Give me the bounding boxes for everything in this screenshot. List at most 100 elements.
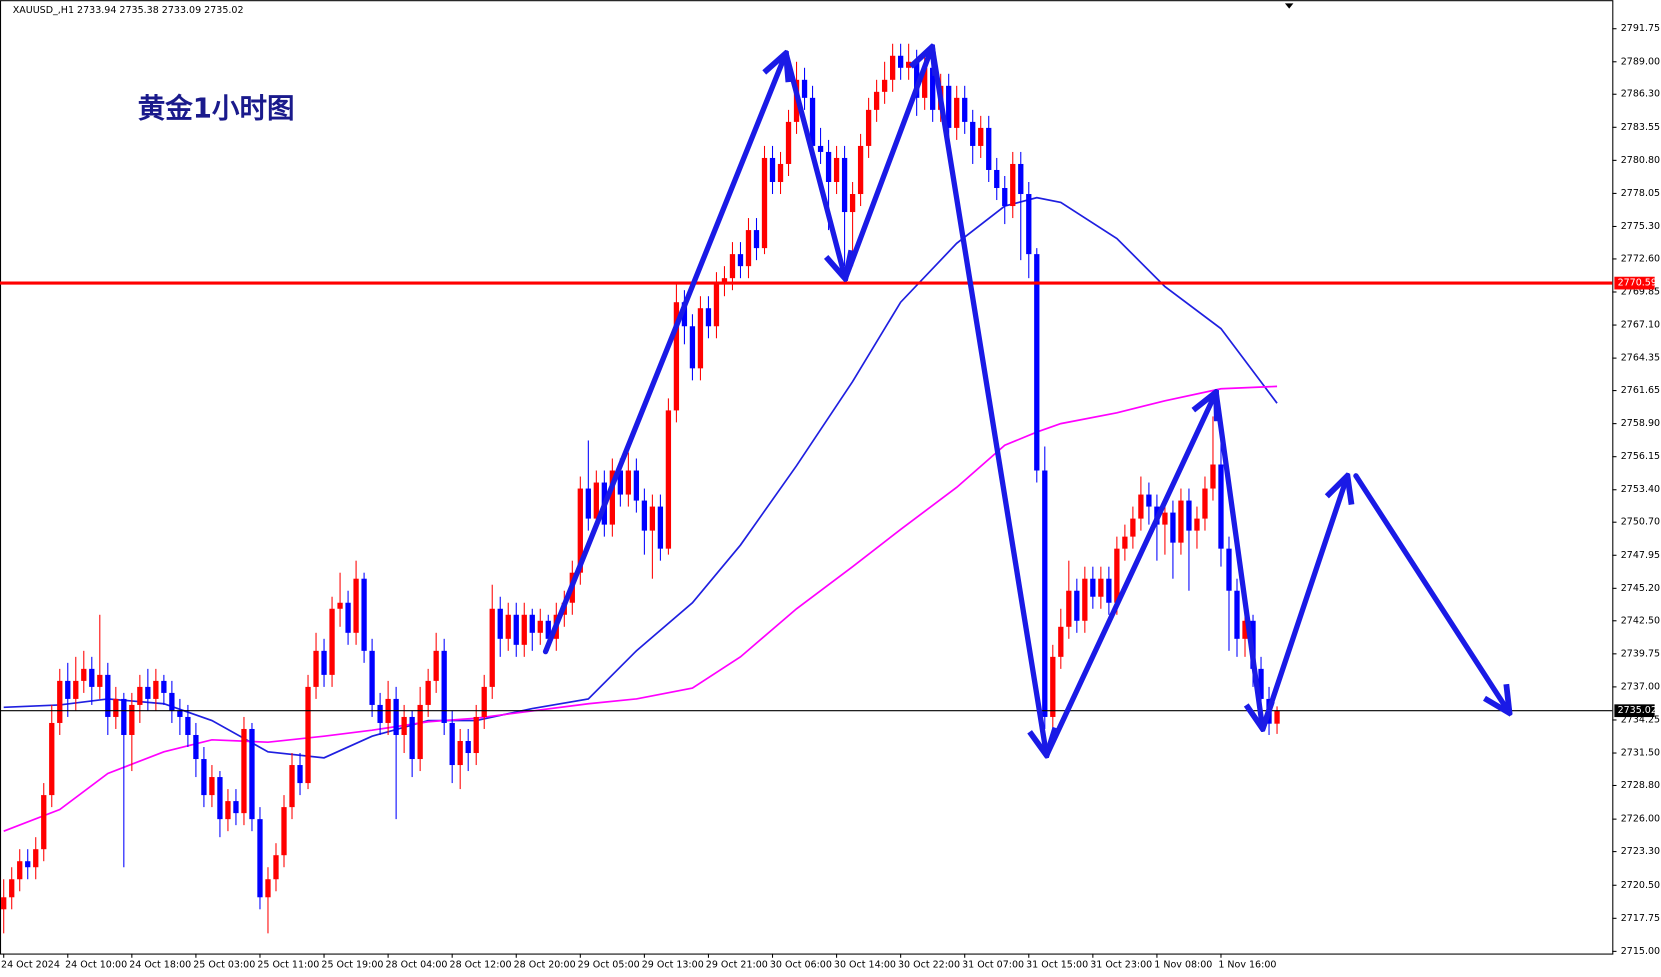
candle-body: [201, 759, 207, 796]
candle-body: [809, 97, 816, 146]
candle-body: [9, 879, 15, 898]
candle-body: [1, 897, 7, 910]
candle-body: [505, 614, 511, 639]
candle-body: [289, 765, 295, 808]
candle-body: [849, 194, 856, 213]
candle-body: [970, 121, 976, 146]
candle-body: [305, 686, 311, 784]
y-tick-label: 2791.75: [1621, 23, 1660, 34]
moving-average: [3, 196, 1278, 759]
candle-body: [577, 488, 583, 573]
candle-body: [545, 620, 551, 639]
candle-body: [25, 861, 31, 868]
arrow: [783, 50, 845, 279]
candle-body: [281, 807, 287, 856]
candle-body: [769, 157, 776, 182]
candle-body: [353, 578, 359, 633]
candle-body: [825, 151, 832, 182]
arrow: [1043, 392, 1216, 759]
candle-body: [105, 674, 111, 717]
y-tick-label: 2726.00: [1621, 814, 1660, 825]
x-tick-label: 1 Nov 16:00: [1218, 960, 1276, 971]
candle-body: [922, 67, 928, 98]
x-tick-label: 25 Oct 19:00: [321, 960, 383, 971]
candle-body: [1002, 188, 1008, 207]
x-tick-label: 25 Oct 11:00: [257, 960, 319, 971]
candle-body: [337, 602, 343, 609]
x-tick-label: 24 Oct 18:00: [129, 960, 191, 971]
candle-body: [1074, 590, 1080, 621]
candle-body: [1218, 464, 1224, 549]
candle-body: [761, 157, 768, 249]
candle-body: [1186, 500, 1192, 531]
candle-body: [962, 97, 968, 122]
arrow: [842, 47, 932, 282]
y-tick-label: 2761.65: [1621, 385, 1660, 396]
y-tick-label: 2786.30: [1621, 89, 1660, 100]
candle-body: [297, 765, 303, 784]
candle-body: [729, 254, 736, 279]
candle-body: [673, 302, 680, 411]
chart-header: XAUUSD_,H1 2733.94 2735.38 2733.09 2735.…: [13, 5, 244, 16]
y-tick-label: 2789.00: [1621, 56, 1660, 67]
x-tick-label: 28 Oct 20:00: [514, 960, 576, 971]
candle-body: [705, 308, 712, 327]
candle-body: [801, 79, 808, 98]
candle-body: [681, 302, 688, 327]
candle-body: [257, 819, 263, 898]
candle-body: [657, 506, 664, 549]
y-tick-label: 2750.70: [1621, 517, 1660, 528]
y-tick-label: 2764.35: [1621, 353, 1660, 364]
candle-body: [609, 470, 615, 525]
candle-body: [425, 680, 431, 705]
candle-body: [361, 578, 367, 651]
candle-body: [457, 740, 463, 766]
candle-body: [473, 716, 479, 754]
candle-body: [865, 109, 872, 146]
price-level-box: [1614, 276, 1655, 290]
x-tick-label: 31 Oct 15:00: [1026, 960, 1088, 971]
candle-body: [745, 230, 752, 267]
y-tick-label: 2753.40: [1621, 484, 1660, 495]
candle-body: [65, 680, 71, 699]
candle-body: [833, 157, 840, 182]
y-tick-label: 2742.50: [1621, 615, 1660, 626]
candle-body: [481, 686, 487, 717]
chart-annotation: 黄金1小时图: [138, 92, 295, 124]
candle-body: [633, 470, 640, 501]
candle-body: [193, 734, 199, 760]
candle-body: [129, 704, 135, 735]
y-tick-label: 2758.90: [1621, 418, 1660, 429]
x-tick-label: 1 Nov 08:00: [1154, 960, 1212, 971]
candle-body: [1194, 518, 1200, 531]
candle-body: [689, 326, 696, 369]
candle-body: [1058, 626, 1064, 657]
candle-body: [345, 602, 351, 633]
candle-body: [841, 157, 848, 213]
candle-body: [321, 650, 327, 675]
candle-body: [930, 67, 936, 110]
candle-body: [697, 308, 704, 369]
candle-body: [737, 254, 744, 267]
arrow: [1353, 473, 1510, 713]
y-tick-label: 2756.15: [1621, 451, 1660, 462]
candle-body: [1098, 578, 1104, 597]
candle-body: [617, 470, 624, 495]
candle-body: [889, 55, 896, 80]
candle-body: [209, 777, 215, 796]
x-tick-label: 31 Oct 07:00: [962, 960, 1024, 971]
candle-body: [1050, 656, 1056, 717]
candle-body: [1122, 536, 1128, 549]
candle-body: [89, 668, 95, 687]
arrow: [1260, 476, 1348, 732]
candle-body: [1082, 578, 1088, 621]
x-tick-label: 24 Oct 2024: [1, 960, 60, 971]
candle-body: [161, 680, 167, 693]
candle-body: [537, 620, 543, 633]
price-level-label: 2770.59: [1618, 278, 1657, 289]
x-tick-label: 31 Oct 23:00: [1090, 960, 1152, 971]
candle-body: [217, 777, 223, 820]
candle-body: [625, 470, 632, 495]
trend-arrows: [542, 47, 1510, 759]
candle-body: [1010, 163, 1016, 207]
